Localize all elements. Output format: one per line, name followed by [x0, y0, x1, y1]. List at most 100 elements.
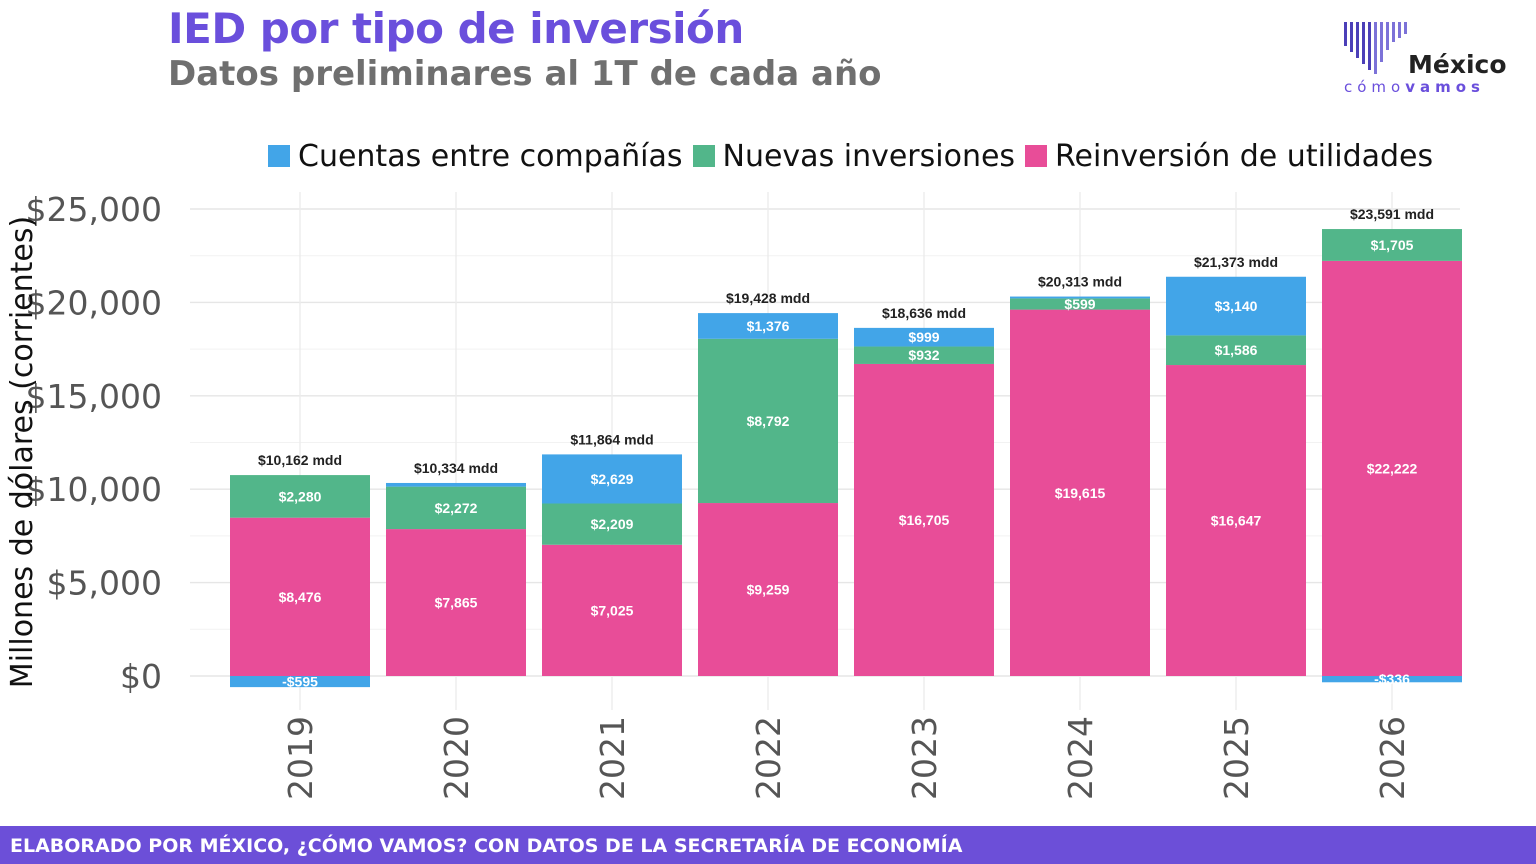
segment-value-label: $932 [908, 347, 939, 363]
segment-value-label: -$595 [282, 674, 318, 690]
logo-word-mexico: México [1408, 50, 1507, 79]
legend-swatch [1025, 145, 1048, 167]
x-tick-label: 2025 [1217, 716, 1256, 800]
legend-label: Reinversión de utilidades [1055, 138, 1434, 174]
x-tick-label: 2021 [593, 716, 632, 800]
x-tick-label: 2023 [905, 716, 944, 800]
y-tick-label: $10,000 [26, 470, 162, 509]
segment-value-label: $2,280 [279, 488, 322, 504]
logo-bar [1350, 22, 1353, 52]
segment-value-label: $2,209 [591, 516, 634, 532]
bar-segment [386, 529, 526, 676]
x-tick-label: 2024 [1061, 716, 1100, 800]
stacked-bar-chart: $0 $5,000 $10,000 $15,000 $20,000 $25,000Mill… [5, 190, 1462, 800]
logo-bar [1380, 22, 1383, 62]
x-tick-label: 2020 [437, 716, 476, 800]
logo: México cómovamos [1340, 18, 1520, 98]
legend-label: Nuevas inversiones [722, 138, 1016, 174]
x-tick-label: 2026 [1373, 716, 1412, 800]
data-labels: $8,476 $2,280 -$595 $10,162 mdd $7,865 $2,272… [258, 206, 1434, 690]
legend-label: Cuentas entre compañías [298, 138, 683, 174]
bar-segment [698, 338, 838, 504]
bar-segment [854, 346, 994, 364]
legend-swatch [692, 145, 715, 167]
footer-bar: ELABORADO POR MÉXICO, ¿CÓMO VAMOS? CON D… [0, 826, 1536, 864]
bar-segment [854, 363, 994, 676]
bar-total-label: $18,636 mdd [882, 305, 966, 321]
segment-value-label: $3,140 [1215, 298, 1258, 314]
segment-value-label: $16,705 [899, 512, 950, 528]
logo-bar [1404, 22, 1407, 34]
bars [230, 229, 1462, 688]
bar-segment [542, 544, 682, 676]
bar-segment [698, 313, 838, 339]
segment-value-label: $7,865 [435, 595, 478, 611]
bar-segment [542, 503, 682, 545]
bar-segment [386, 486, 526, 530]
bar-segment [230, 475, 370, 518]
bar-segment [386, 482, 526, 487]
bar-segment [698, 503, 838, 676]
bar-segment [1010, 296, 1150, 299]
bar-segment [1322, 676, 1462, 683]
bar-segment [854, 327, 994, 347]
bar-segment [230, 517, 370, 676]
y-tick-label: $25,000 [26, 190, 162, 229]
logo-bar [1356, 22, 1359, 58]
bar-total-label: $10,162 mdd [258, 452, 342, 468]
y-tick-label: $0 [120, 657, 162, 696]
segment-value-label: $2,629 [591, 471, 634, 487]
footer-credit: ELABORADO POR MÉXICO, ¿CÓMO VAMOS? CON D… [10, 835, 963, 857]
legend: Cuentas entre compañías Nuevas inversione… [268, 136, 1443, 176]
bar-total-label: $20,313 mdd [1038, 274, 1122, 290]
bar-segment [1166, 276, 1306, 336]
segment-value-label: -$336 [1374, 671, 1410, 687]
bar-total-label: $23,591 mdd [1350, 206, 1434, 222]
y-tick-label: $15,000 [26, 377, 162, 416]
segment-value-label: $1,705 [1371, 237, 1414, 253]
legend-item: Reinversión de utilidades [1025, 139, 1433, 174]
logo-bars-icon [1344, 22, 1407, 74]
logo-word-vamos: vamos [1405, 78, 1485, 96]
legend-swatch [268, 145, 290, 167]
bar-segment [542, 454, 682, 504]
logo-bar [1386, 22, 1389, 50]
bar-total-label: $11,864 mdd [570, 431, 653, 447]
bar-segment [1166, 335, 1306, 366]
segment-value-label: $1,376 [747, 318, 790, 334]
legend-item: Cuentas entre compañías [268, 139, 683, 174]
segment-value-label: $22,222 [1367, 460, 1418, 476]
bar-segment [1166, 365, 1306, 676]
logo-bar [1368, 22, 1371, 70]
segment-value-label: $8,476 [279, 589, 322, 605]
segment-value-label: $7,025 [591, 602, 634, 618]
bar-total-label: $19,428 mdd [726, 290, 810, 306]
segment-value-label: $19,615 [1055, 485, 1106, 501]
segment-value-label: $999 [908, 329, 939, 345]
bar-segment [1010, 298, 1150, 310]
logo-bar [1392, 22, 1395, 42]
segment-value-label: $9,259 [747, 582, 790, 598]
bar-total-label: $21,373 mdd [1194, 254, 1278, 270]
chart-title: IED por tipo de inversión [168, 4, 744, 53]
logo-bar [1374, 22, 1377, 74]
segment-value-label: $599 [1064, 296, 1095, 312]
logo-word-como: cómo [1344, 78, 1406, 96]
x-tick-label: 2022 [749, 716, 788, 800]
bar-segment [1322, 229, 1462, 261]
y-tick-label: $20,000 [26, 283, 162, 322]
legend-item: Nuevas inversiones [692, 138, 1016, 174]
chart-subtitle: Datos preliminares al 1T de cada año [168, 54, 882, 94]
logo-bar [1398, 22, 1401, 38]
x-tick-label: 2019 [281, 716, 320, 800]
segment-value-label: $16,647 [1211, 513, 1262, 529]
y-tick-label: $5,000 [47, 564, 162, 603]
segment-value-label: $2,272 [435, 500, 478, 516]
logo-bar [1362, 22, 1365, 64]
bar-segment [1010, 309, 1150, 676]
logo-bar [1344, 22, 1347, 46]
bar-segment [1322, 260, 1462, 676]
segment-value-label: $1,586 [1215, 342, 1258, 358]
logo-word-como-vamos: cómovamos [1344, 78, 1485, 96]
bar-total-label: $10,334 mdd [414, 460, 498, 476]
